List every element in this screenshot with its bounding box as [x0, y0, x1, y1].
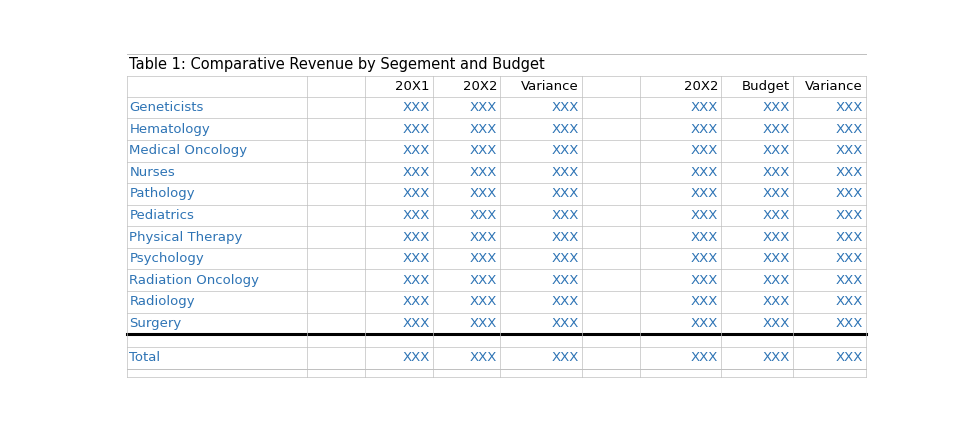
Text: Physical Therapy: Physical Therapy: [130, 230, 243, 244]
Text: XXX: XXX: [551, 351, 578, 364]
Text: XXX: XXX: [763, 295, 790, 308]
Text: Variance: Variance: [805, 80, 863, 93]
Text: XXX: XXX: [763, 252, 790, 265]
Text: XXX: XXX: [402, 101, 430, 114]
Text: XXX: XXX: [763, 317, 790, 330]
Text: XXX: XXX: [835, 230, 863, 244]
Text: XXX: XXX: [835, 101, 863, 114]
Text: XXX: XXX: [470, 230, 497, 244]
Text: XXX: XXX: [691, 101, 718, 114]
Text: XXX: XXX: [470, 144, 497, 157]
Text: XXX: XXX: [402, 123, 430, 136]
Text: XXX: XXX: [835, 144, 863, 157]
Text: XXX: XXX: [470, 317, 497, 330]
Text: XXX: XXX: [551, 209, 578, 222]
Text: XXX: XXX: [551, 144, 578, 157]
Text: XXX: XXX: [551, 166, 578, 179]
Text: XXX: XXX: [835, 274, 863, 287]
Text: XXX: XXX: [763, 123, 790, 136]
Text: XXX: XXX: [691, 209, 718, 222]
Text: Variance: Variance: [521, 80, 578, 93]
Text: XXX: XXX: [470, 351, 497, 364]
Text: Radiation Oncology: Radiation Oncology: [130, 274, 260, 287]
Text: XXX: XXX: [763, 230, 790, 244]
Text: XXX: XXX: [402, 274, 430, 287]
Text: XXX: XXX: [402, 317, 430, 330]
Text: XXX: XXX: [691, 252, 718, 265]
Text: XXX: XXX: [551, 230, 578, 244]
Text: XXX: XXX: [402, 351, 430, 364]
Text: 20X1: 20X1: [395, 80, 430, 93]
Text: XXX: XXX: [763, 166, 790, 179]
Text: XXX: XXX: [402, 230, 430, 244]
Text: XXX: XXX: [835, 351, 863, 364]
Text: XXX: XXX: [835, 295, 863, 308]
Text: XXX: XXX: [551, 252, 578, 265]
Text: XXX: XXX: [835, 187, 863, 201]
Text: XXX: XXX: [691, 123, 718, 136]
Text: XXX: XXX: [691, 317, 718, 330]
Text: Radiology: Radiology: [130, 295, 195, 308]
Text: XXX: XXX: [763, 209, 790, 222]
Text: XXX: XXX: [763, 144, 790, 157]
Text: XXX: XXX: [763, 101, 790, 114]
Text: XXX: XXX: [470, 187, 497, 201]
Text: XXX: XXX: [470, 252, 497, 265]
Text: XXX: XXX: [402, 187, 430, 201]
Text: XXX: XXX: [691, 230, 718, 244]
Text: 20X2: 20X2: [463, 80, 497, 93]
Text: XXX: XXX: [470, 123, 497, 136]
Text: XXX: XXX: [470, 209, 497, 222]
Text: XXX: XXX: [691, 187, 718, 201]
Text: XXX: XXX: [402, 252, 430, 265]
Text: 20X2: 20X2: [683, 80, 718, 93]
Text: XXX: XXX: [402, 295, 430, 308]
Text: XXX: XXX: [551, 317, 578, 330]
Text: XXX: XXX: [763, 351, 790, 364]
Text: Surgery: Surgery: [130, 317, 181, 330]
Text: XXX: XXX: [551, 274, 578, 287]
Text: XXX: XXX: [835, 166, 863, 179]
Text: Pediatrics: Pediatrics: [130, 209, 194, 222]
Text: XXX: XXX: [763, 187, 790, 201]
Text: Pathology: Pathology: [130, 187, 195, 201]
Text: XXX: XXX: [835, 252, 863, 265]
Text: XXX: XXX: [835, 123, 863, 136]
Text: XXX: XXX: [551, 187, 578, 201]
Text: XXX: XXX: [763, 274, 790, 287]
Text: Total: Total: [130, 351, 161, 364]
Text: Psychology: Psychology: [130, 252, 204, 265]
Text: Geneticists: Geneticists: [130, 101, 203, 114]
Text: XXX: XXX: [470, 274, 497, 287]
Text: XXX: XXX: [835, 317, 863, 330]
Text: XXX: XXX: [691, 144, 718, 157]
Text: XXX: XXX: [835, 209, 863, 222]
Text: Budget: Budget: [742, 80, 790, 93]
Text: XXX: XXX: [402, 144, 430, 157]
Text: Nurses: Nurses: [130, 166, 175, 179]
Text: XXX: XXX: [691, 351, 718, 364]
Text: Medical Oncology: Medical Oncology: [130, 144, 247, 157]
Text: XXX: XXX: [470, 295, 497, 308]
Text: XXX: XXX: [470, 101, 497, 114]
Text: XXX: XXX: [402, 209, 430, 222]
Text: XXX: XXX: [402, 166, 430, 179]
Text: Hematology: Hematology: [130, 123, 210, 136]
Text: XXX: XXX: [691, 295, 718, 308]
Text: XXX: XXX: [551, 295, 578, 308]
Text: XXX: XXX: [551, 101, 578, 114]
Text: XXX: XXX: [691, 166, 718, 179]
Text: XXX: XXX: [691, 274, 718, 287]
Text: XXX: XXX: [551, 123, 578, 136]
Text: Table 1: Comparative Revenue by Segement and Budget: Table 1: Comparative Revenue by Segement…: [130, 58, 546, 72]
Text: XXX: XXX: [470, 166, 497, 179]
